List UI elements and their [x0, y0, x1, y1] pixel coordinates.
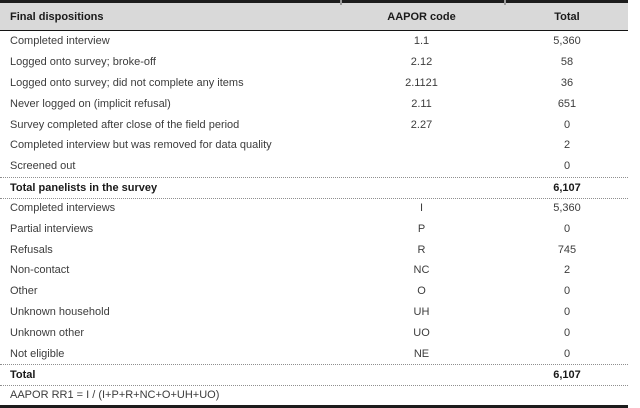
table-row: Unknown household UH 0 — [0, 302, 628, 323]
aapor-code-value: 1.1 — [413, 35, 430, 48]
aapor-code-value: I — [419, 202, 424, 215]
disposition-label: Completed interview — [10, 35, 110, 48]
table-row: Unknown other UO 0 — [0, 322, 628, 343]
total-panelists-row: Total panelists in the survey 6,107 — [0, 176, 628, 198]
disposition-label: Not eligible — [10, 347, 65, 360]
table-row: Non-contact NC 2 — [0, 260, 628, 281]
table-row: Completed interviews I 5,360 — [0, 197, 628, 219]
table-bottom-border — [0, 404, 628, 408]
column-divider-notch — [340, 0, 342, 5]
total-value: 5,360 — [553, 202, 581, 215]
table-top-border — [0, 0, 628, 5]
total-value: 0 — [563, 118, 571, 131]
table-header-row: Final dispositions AAPOR code Total — [0, 3, 628, 31]
table-row: Partial interviews P 0 — [0, 218, 628, 239]
disposition-label: Unknown household — [10, 305, 110, 318]
column-header-final-dispositions: Final dispositions — [10, 10, 104, 23]
aapor-code-value: NC — [413, 264, 430, 277]
total-value: 651 — [557, 97, 577, 110]
total-value: 6,107 — [553, 181, 581, 194]
aapor-code-value: 2.11 — [411, 97, 432, 110]
aapor-code-value: 2.12 — [410, 56, 433, 69]
table-row: Refusals R 745 — [0, 239, 628, 260]
disposition-label: Refusals — [10, 243, 53, 256]
total-value: 5,360 — [553, 35, 581, 48]
total-value: 0 — [563, 222, 571, 235]
grand-total-row: Total 6,107 — [0, 363, 628, 385]
total-value: 0 — [563, 160, 571, 173]
total-value: 0 — [563, 347, 571, 360]
table-row: Never logged on (implicit refusal) 2.11 … — [0, 93, 628, 114]
total-value: 2 — [563, 264, 571, 277]
aapor-code-value: 2.1121 — [405, 76, 438, 89]
disposition-label: Other — [10, 285, 38, 298]
total-value: 0 — [563, 305, 571, 318]
aapor-code-value: O — [417, 285, 426, 298]
aapor-code-value: R — [417, 243, 426, 256]
aapor-code-value: UH — [413, 305, 430, 318]
column-header-total: Total — [554, 10, 580, 23]
total-value: 0 — [563, 326, 571, 339]
disposition-label: Completed interviews — [10, 202, 116, 215]
disposition-label: Logged onto survey; did not complete any… — [10, 76, 244, 89]
total-value: 6,107 — [553, 368, 581, 381]
total-value: 36 — [560, 76, 574, 89]
total-label: Total panelists in the survey — [10, 181, 158, 194]
disposition-label: Logged onto survey; broke-off — [10, 56, 156, 69]
disposition-label: Completed interview but was removed for … — [10, 139, 272, 152]
total-value: 2 — [563, 139, 571, 152]
column-header-aapor-code: AAPOR code — [387, 10, 456, 23]
disposition-label: Unknown other — [10, 326, 84, 339]
table-row: Logged onto survey; did not complete any… — [0, 73, 628, 94]
table-row: Not eligible NE 0 — [0, 343, 628, 364]
table-row: Completed interview 1.1 5,360 — [0, 31, 628, 52]
disposition-label: Screened out — [10, 160, 76, 173]
aapor-code-value: NE — [413, 347, 430, 360]
table-row: Other O 0 — [0, 281, 628, 302]
aapor-code-value: UO — [413, 326, 430, 339]
total-value: 0 — [563, 285, 571, 298]
disposition-label: Partial interviews — [10, 222, 94, 235]
disposition-label: Non-contact — [10, 264, 70, 277]
table-row: Completed interview but was removed for … — [0, 135, 628, 156]
table-row: Screened out 0 — [0, 156, 628, 177]
disposition-label: Never logged on (implicit refusal) — [10, 97, 171, 110]
total-value: 58 — [560, 56, 574, 69]
disposition-label: Survey completed after close of the fiel… — [10, 118, 240, 131]
table-row: Survey completed after close of the fiel… — [0, 114, 628, 135]
total-label: Total — [10, 368, 36, 381]
footnote-row: AAPOR RR1 = I / (I+P+R+NC+O+UH+UO) — [0, 384, 628, 405]
aapor-code-value: 2.27 — [410, 118, 433, 131]
table-row: Logged onto survey; broke-off 2.12 58 — [0, 52, 628, 73]
total-value: 745 — [557, 243, 577, 256]
aapor-rr1-formula: AAPOR RR1 = I / (I+P+R+NC+O+UH+UO) — [10, 389, 220, 402]
aapor-code-value: P — [417, 222, 426, 235]
column-divider-notch — [504, 0, 506, 5]
